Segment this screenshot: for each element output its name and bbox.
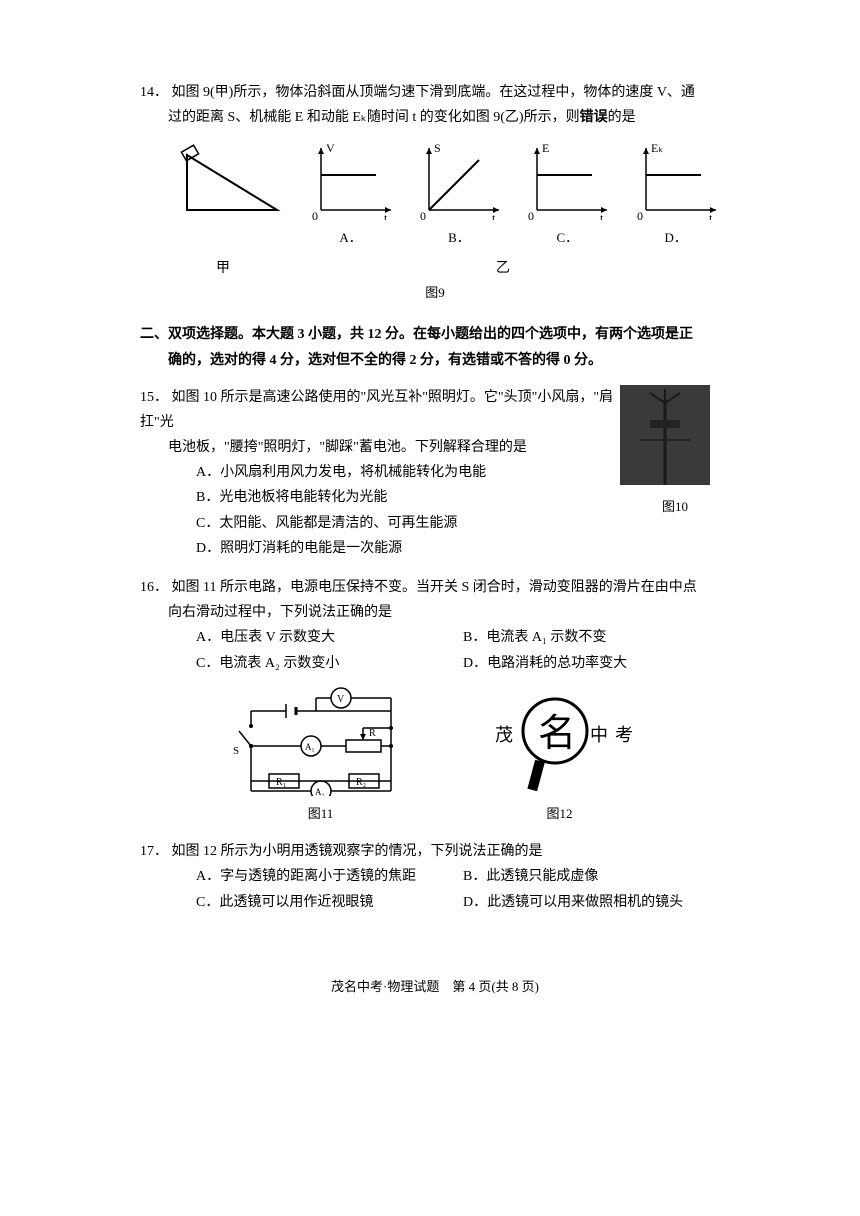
fig10-caption: 图10 bbox=[620, 495, 730, 518]
svg-text:Eₖ: Eₖ bbox=[651, 141, 663, 155]
svg-text:0: 0 bbox=[637, 209, 643, 220]
figure-magnifier: 茂 中 考 名 bbox=[480, 686, 640, 796]
q15-option-a: A．小风扇利用风力发电，将机械能转化为电能 bbox=[140, 460, 620, 485]
fig9-caption: 图9 bbox=[140, 281, 730, 304]
q17-option-b: B．此透镜只能成虚像 bbox=[463, 864, 730, 889]
label-b: B． bbox=[414, 226, 504, 249]
figure-incline bbox=[177, 140, 287, 220]
svg-text:E: E bbox=[542, 141, 549, 155]
label-yi: 乙 bbox=[458, 256, 548, 281]
svg-text:t: t bbox=[709, 211, 713, 220]
q16-text-line1: 如图 11 所示电路，电源电压保持不变。当开关 S 闭合时，滑动变阻器的滑片在由… bbox=[172, 580, 697, 595]
svg-text:R₂: R₂ bbox=[356, 777, 366, 788]
q17-option-c: C．此透镜可以用作近视眼镜 bbox=[196, 890, 463, 915]
fig12-caption: 图12 bbox=[480, 802, 640, 825]
q14-text-line1: 如图 9(甲)所示，物体沿斜面从顶端匀速下滑到底端。在这过程中，物体的速度 V、… bbox=[172, 85, 695, 100]
graph-v-t: V t 0 bbox=[306, 140, 396, 220]
q15-text-line1: 如图 10 所示是高速公路使用的"风光互补"照明灯。它"头顶"小风扇，"肩扛"光 bbox=[140, 390, 613, 430]
section2-line1: 二、双项选择题。本大题 3 小题，共 12 分。在每小题给出的四个选项中，有两个… bbox=[140, 322, 730, 347]
q16-option-b: B．电流表 A₁ 示数不变 bbox=[463, 625, 730, 650]
section2-line2: 确的，选对的得 4 分，选对但不全的得 2 分，有选错或不答的得 0 分。 bbox=[140, 348, 730, 373]
question-16: 16． 如图 11 所示电路，电源电压保持不变。当开关 S 闭合时，滑动变阻器的… bbox=[140, 575, 730, 825]
figure-wind-solar-lamp bbox=[620, 385, 710, 495]
figure-circuit: S V A₁ R bbox=[231, 686, 411, 796]
axis-v-label: V bbox=[326, 141, 335, 155]
svg-text:V: V bbox=[337, 694, 345, 705]
graph-s-t: S t 0 bbox=[414, 140, 504, 220]
label-c: C． bbox=[522, 226, 612, 249]
q14-figure-labels: A． B． C． D． bbox=[168, 226, 730, 249]
fig11-caption: 图11 bbox=[231, 802, 411, 825]
q15-number: 15． bbox=[140, 390, 168, 405]
q17-option-d: D．此透镜可以用来做照相机的镜头 bbox=[463, 890, 730, 915]
q16-option-d: D．电路消耗的总功率变大 bbox=[463, 651, 730, 676]
label-a: A． bbox=[306, 226, 396, 249]
question-14: 14． 如图 9(甲)所示，物体沿斜面从顶端匀速下滑到底端。在这过程中，物体的速… bbox=[140, 80, 730, 304]
section2-header: 二、双项选择题。本大题 3 小题，共 12 分。在每小题给出的四个选项中，有两个… bbox=[140, 322, 730, 372]
axis-t-label: t bbox=[384, 211, 388, 220]
question-15: 15． 如图 10 所示是高速公路使用的"风光互补"照明灯。它"头顶"小风扇，"… bbox=[140, 385, 730, 561]
q16-text-line2: 向右滑动过程中，下列说法正确的是 bbox=[140, 600, 730, 625]
q15-option-b: B．光电池板将电能转化为光能 bbox=[140, 485, 620, 510]
q17-option-a: A．字与透镜的距离小于透镜的焦距 bbox=[196, 864, 463, 889]
q17-number: 17． bbox=[140, 844, 168, 859]
q14-number: 14． bbox=[140, 85, 168, 100]
q15-text-line2: 电池板，"腰挎"照明灯，"脚踩"蓄电池。下列解释合理的是 bbox=[140, 435, 620, 460]
label-d: D． bbox=[631, 226, 721, 249]
graph-ek-t: Eₖ t 0 bbox=[631, 140, 721, 220]
page-footer: 茂名中考·物理试题 第 4 页(共 8 页) bbox=[140, 975, 730, 998]
svg-text:A₁: A₁ bbox=[305, 742, 315, 752]
svg-text:R: R bbox=[369, 728, 376, 739]
svg-text:茂: 茂 bbox=[495, 725, 513, 745]
svg-text:名: 名 bbox=[538, 713, 576, 755]
svg-text:0: 0 bbox=[420, 209, 426, 220]
svg-text:t: t bbox=[600, 211, 604, 220]
svg-text:t: t bbox=[492, 211, 496, 220]
svg-text:S: S bbox=[434, 141, 441, 155]
svg-text:R₁: R₁ bbox=[276, 777, 286, 788]
label-jia: 甲 bbox=[168, 256, 278, 281]
question-17: 17． 如图 12 所示为小明用透镜观察字的情况，下列说法正确的是 A．字与透镜… bbox=[140, 839, 730, 915]
axis-o-label: 0 bbox=[312, 209, 318, 220]
q15-option-c: C．太阳能、风能都是清洁的、可再生能源 bbox=[140, 511, 620, 536]
svg-text:考: 考 bbox=[615, 725, 633, 745]
q17-text: 如图 12 所示为小明用透镜观察字的情况，下列说法正确的是 bbox=[172, 844, 543, 859]
q16-number: 16． bbox=[140, 580, 168, 595]
q14-text-line2: 过的距离 S、机械能 E 和动能 Eₖ随时间 t 的变化如图 9(乙)所示，则 bbox=[168, 110, 580, 125]
q14-text-line2-suffix: 的是 bbox=[608, 110, 636, 125]
svg-text:0: 0 bbox=[528, 209, 534, 220]
q14-bold: 错误 bbox=[580, 110, 608, 125]
q14-figure-row: V t 0 S t 0 E t 0 bbox=[168, 140, 730, 220]
q16-option-c: C．电流表 A₂ 示数变小 bbox=[196, 651, 463, 676]
q16-option-a: A．电压表 V 示数变大 bbox=[196, 625, 463, 650]
q15-option-d: D．照明灯消耗的电能是一次能源 bbox=[140, 536, 620, 561]
svg-text:中: 中 bbox=[590, 725, 608, 745]
svg-text:A₂: A₂ bbox=[315, 787, 325, 796]
graph-e-t: E t 0 bbox=[522, 140, 612, 220]
svg-text:S: S bbox=[233, 745, 239, 757]
